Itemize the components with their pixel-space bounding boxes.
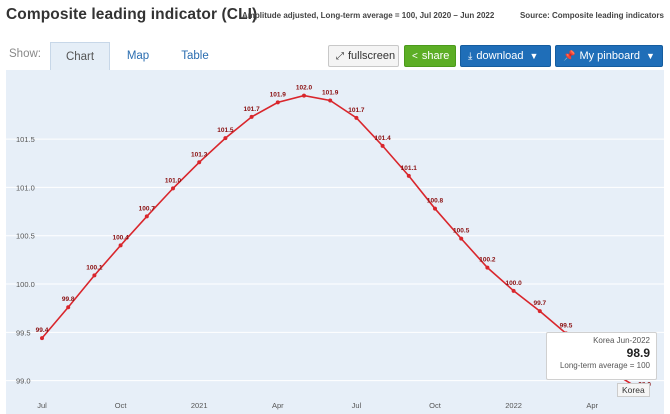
tooltip-value: 98.9 — [626, 346, 650, 360]
data-label: 101.7 — [243, 106, 260, 113]
chart-plot-area: 99.0 99.5 100.0 100.5 101.0 101.5 Jul Oct 2021 Ap… — [6, 70, 664, 414]
data-label: 102.0 — [296, 85, 313, 92]
y-tick-label: 99.5 — [16, 328, 31, 337]
fullscreen-label: fullscreen — [348, 50, 396, 62]
data-tooltip: Korea Jun-2022 98.9 Long-term average = … — [546, 332, 657, 380]
caret-down-icon: ▼ — [646, 51, 655, 61]
tab-map[interactable]: Map — [126, 50, 150, 62]
caret-down-icon: ▼ — [529, 51, 539, 61]
x-tick-label: Jul — [352, 401, 362, 410]
source-link[interactable]: Source: Composite leading indicators — [519, 11, 664, 20]
tooltip-note: Long-term average = 100 — [559, 361, 650, 370]
pinboard-button[interactable]: 📌 My pinboard ▼ — [555, 45, 663, 67]
tooltip-series-name: Korea Jun-2022 — [593, 336, 650, 345]
data-point — [92, 273, 97, 278]
data-point — [406, 173, 411, 178]
x-tick-label: Apr — [272, 401, 284, 410]
download-icon: ⤓ — [468, 50, 473, 62]
show-label: Show: — [9, 48, 41, 60]
data-point — [197, 160, 202, 165]
data-point — [249, 114, 254, 119]
data-point — [433, 206, 437, 211]
data-point — [485, 265, 490, 270]
x-tick-label: Oct — [115, 401, 128, 410]
share-label: share — [421, 50, 450, 62]
data-point — [459, 236, 464, 241]
data-label: 100.5 — [453, 228, 470, 235]
y-tick-label: 101.5 — [16, 135, 35, 144]
x-tick-label: Oct — [429, 401, 442, 410]
pin-icon: 📌 — [563, 50, 576, 62]
data-label: 99.8 — [62, 296, 75, 303]
data-point — [380, 143, 385, 148]
x-tick-label: 2021 — [191, 401, 208, 410]
pinboard-label: My pinboard — [579, 50, 640, 62]
y-tick-label: 101.0 — [16, 183, 35, 192]
data-label: 101.5 — [217, 127, 234, 134]
data-point — [511, 288, 516, 293]
y-tick-label: 99.0 — [16, 377, 31, 386]
share-button[interactable]: < share — [404, 45, 456, 67]
data-point — [144, 214, 149, 219]
series-line — [41, 94, 646, 393]
data-label: 101.1 — [401, 165, 418, 172]
tab-chart[interactable]: Chart — [50, 42, 110, 70]
chart-header: Composite leading indicator (CLI) Amplit… — [6, 4, 664, 26]
tab-table[interactable]: Table — [181, 50, 209, 62]
chart-subtitle: Amplitude adjusted, Long-term average = … — [242, 11, 495, 20]
data-label: 100.8 — [427, 198, 444, 205]
data-point — [223, 136, 228, 141]
download-label: download — [476, 50, 524, 62]
chart-title: Composite leading indicator (CLI) — [6, 6, 258, 23]
data-label: 100.0 — [505, 280, 522, 287]
x-tick-label: 2022 — [505, 401, 522, 410]
series-label-korea[interactable]: Korea — [617, 383, 650, 397]
data-label: 99.5 — [560, 322, 573, 329]
fullscreen-button[interactable]: ⤢ fullscreen — [328, 45, 399, 67]
data-point — [66, 305, 71, 310]
x-tick-label: Jul — [37, 401, 47, 410]
x-tick-label: Apr — [586, 401, 598, 410]
data-label: 101.9 — [322, 89, 339, 96]
data-label: 101.7 — [348, 107, 365, 114]
chart-toolbar: Show: Chart Map Table ⤢ fullscreen < sha… — [6, 42, 664, 70]
data-point — [275, 100, 280, 105]
data-point — [40, 336, 44, 341]
data-label: 100.1 — [86, 264, 103, 271]
data-point — [354, 115, 359, 120]
y-tick-label: 100.5 — [16, 232, 35, 241]
data-point — [302, 93, 306, 98]
data-label: 99.7 — [533, 300, 546, 307]
expand-icon: ⤢ — [336, 50, 344, 62]
data-point — [118, 243, 123, 248]
data-label: 99.4 — [36, 327, 49, 334]
data-label: 101.0 — [165, 177, 182, 184]
data-label: 100.7 — [139, 205, 156, 212]
share-icon: < — [412, 50, 418, 62]
download-button[interactable]: ⤓ download ▼ — [460, 45, 551, 67]
data-label: 100.4 — [112, 234, 129, 241]
data-point — [537, 309, 542, 314]
data-point — [171, 186, 175, 191]
data-label: 101.9 — [270, 91, 287, 98]
data-label: 100.2 — [479, 257, 496, 264]
y-tick-label: 100.0 — [16, 280, 35, 289]
data-label: 101.3 — [191, 151, 208, 158]
data-label: 101.4 — [374, 135, 391, 142]
data-point — [328, 98, 333, 103]
